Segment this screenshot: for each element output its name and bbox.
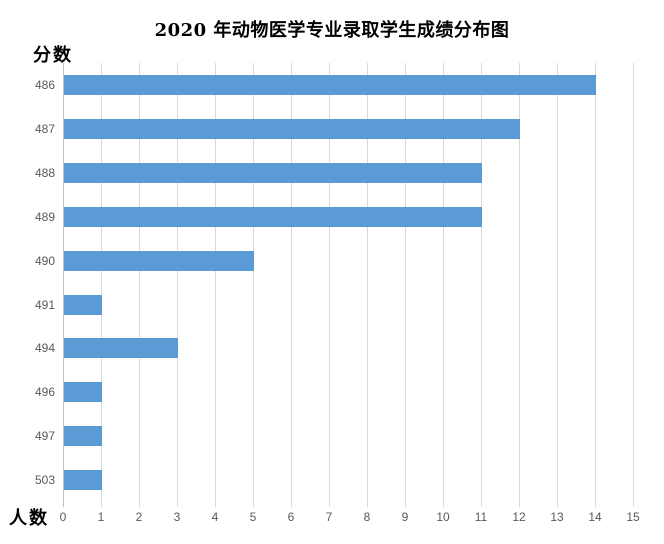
- x-tick-label: 4: [211, 510, 219, 524]
- y-tick-label: 487: [34, 121, 55, 136]
- bar-496: [64, 382, 102, 403]
- category-axis-line: [63, 63, 64, 507]
- y-tick-label: 488: [34, 165, 55, 180]
- gridline: [253, 63, 254, 507]
- x-tick-label: 13: [550, 510, 564, 524]
- x-tick-label: 2: [135, 510, 143, 524]
- x-tick-label: 14: [588, 510, 602, 524]
- y-tick-label: 496: [34, 385, 55, 400]
- y-axis-title: 分数: [33, 45, 73, 66]
- x-axis-title: 人数: [9, 508, 49, 529]
- chart-title: 2020 年动物医学专业录取学生成绩分布图: [154, 20, 510, 41]
- x-tick-label: 10: [436, 510, 450, 524]
- y-tick-label: 489: [34, 209, 55, 224]
- x-tick-label: 1: [97, 510, 105, 524]
- bar-490: [64, 250, 254, 271]
- gridline: [215, 63, 216, 507]
- plot-area: [63, 63, 634, 507]
- y-tick-label: 494: [34, 341, 55, 356]
- bar-497: [64, 426, 102, 447]
- bar-494: [64, 338, 178, 359]
- y-tick-label: 486: [34, 78, 55, 92]
- gridline: [101, 63, 102, 507]
- gridline: [367, 63, 368, 507]
- x-tick-label: 12: [512, 510, 526, 524]
- y-tick-label: 503: [34, 473, 55, 488]
- bar-488: [64, 162, 482, 183]
- x-tick-label: 0: [59, 510, 67, 524]
- gridline: [177, 63, 178, 507]
- x-tick-label: 8: [363, 510, 371, 524]
- bar-487: [64, 118, 520, 139]
- x-tick-label: 6: [287, 510, 295, 524]
- gridline: [139, 63, 140, 507]
- gridline: [329, 63, 330, 507]
- y-tick-label: 490: [34, 253, 55, 268]
- y-tick-label: 491: [34, 297, 55, 312]
- x-tick-label: 9: [401, 510, 409, 524]
- gridline: [405, 63, 406, 507]
- x-tick-label: 5: [249, 510, 257, 524]
- x-tick-label: 3: [173, 510, 181, 524]
- gridline: [633, 63, 634, 507]
- x-tick-label: 15: [626, 510, 640, 524]
- x-tick-label: 11: [474, 510, 488, 524]
- gridline: [291, 63, 292, 507]
- bar-486: [64, 75, 596, 95]
- bar-491: [64, 294, 102, 315]
- gridline: [481, 63, 482, 507]
- gridline: [595, 63, 596, 507]
- gridline: [557, 63, 558, 507]
- bar-489: [64, 206, 482, 227]
- bar-503: [64, 470, 102, 491]
- gridline: [519, 63, 520, 507]
- x-tick-label: 7: [325, 510, 333, 524]
- y-tick-label: 497: [34, 429, 55, 444]
- gridline: [443, 63, 444, 507]
